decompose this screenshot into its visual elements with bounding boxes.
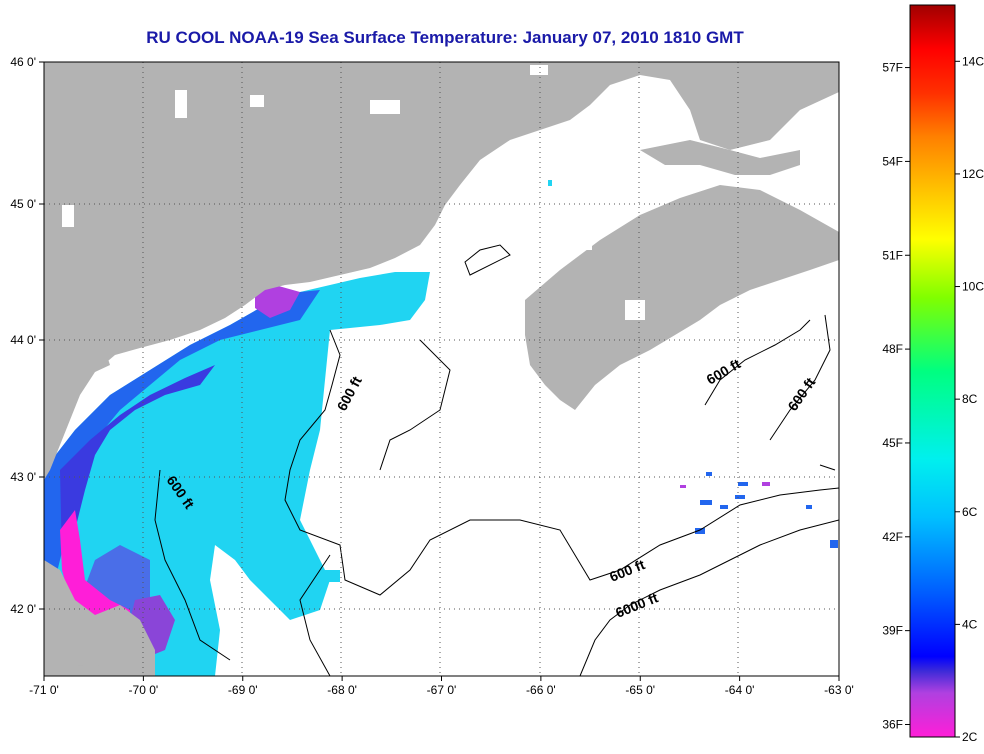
- fahrenheit-tick-label: 54F: [882, 154, 903, 168]
- lon-tick-label: -66 0': [526, 683, 556, 697]
- map-title: RU COOL NOAA-19 Sea Surface Temperature:…: [146, 28, 744, 47]
- celsius-tick-label: 8C: [962, 392, 978, 406]
- lon-tick-label: -71 0': [29, 683, 59, 697]
- lon-tick-label: -70 0': [129, 683, 159, 697]
- fahrenheit-tick-label: 36F: [882, 717, 903, 731]
- lat-tick-label: 42 0': [10, 602, 36, 616]
- lat-tick-label: 45 0': [10, 197, 36, 211]
- fahrenheit-tick-label: 51F: [882, 248, 903, 262]
- celsius-tick-label: 4C: [962, 617, 978, 631]
- lat-tick-label: 46 0': [10, 55, 36, 69]
- celsius-tick-label: 6C: [962, 505, 978, 519]
- colorbar-fahrenheit-labels: 57F 54F 51F 48F 45F 42F 39F 36F: [882, 61, 910, 731]
- lon-tick-label: -65 0': [625, 683, 655, 697]
- celsius-tick-label: 10C: [962, 280, 984, 294]
- lat-tick-label: 44 0': [10, 333, 36, 347]
- fahrenheit-tick-label: 39F: [882, 624, 903, 638]
- colorbar-celsius-labels: 14C 12C 10C 8C 6C 4C 2C: [955, 54, 984, 744]
- lat-tick-label: 43 0': [10, 470, 36, 484]
- lon-tick-label: -63 0': [824, 683, 854, 697]
- lon-tick-label: -68 0': [327, 683, 357, 697]
- celsius-tick-label: 2C: [962, 730, 978, 744]
- fahrenheit-tick-label: 48F: [882, 342, 903, 356]
- celsius-tick-label: 12C: [962, 167, 984, 181]
- lon-tick-label: -64 0': [725, 683, 755, 697]
- bathymetry-contours: [154, 244, 839, 676]
- inland-water: [62, 65, 645, 320]
- longitude-axis: -71 0' -70 0' -69 0' -68 0' -67 0' -66 0' -65 …: [29, 676, 854, 697]
- celsius-tick-label: 14C: [962, 54, 984, 68]
- latitude-axis: 46 0' 45 0' 44 0' 43 0' 42 0': [10, 55, 44, 616]
- lon-tick-label: -69 0': [228, 683, 258, 697]
- lon-tick-label: -67 0': [427, 683, 457, 697]
- land: [44, 62, 839, 676]
- fahrenheit-tick-label: 42F: [882, 530, 903, 544]
- fahrenheit-tick-label: 45F: [882, 436, 903, 450]
- fahrenheit-tick-label: 57F: [882, 61, 903, 75]
- colorbar: [909, 4, 956, 738]
